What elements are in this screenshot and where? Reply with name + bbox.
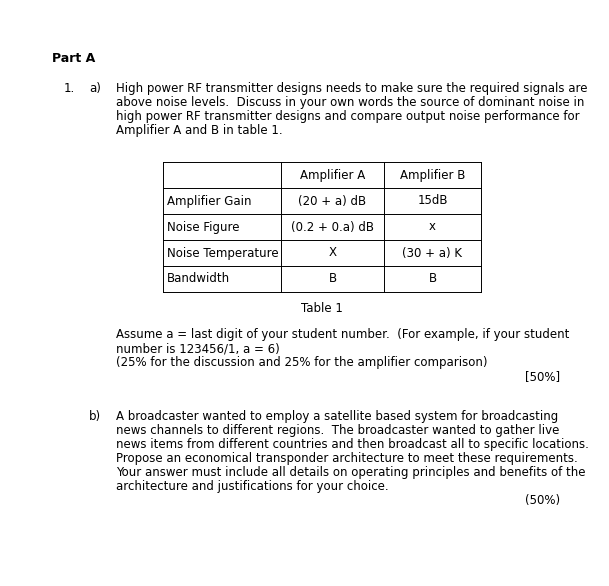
Text: High power RF transmitter designs needs to make sure the required signals are: High power RF transmitter designs needs …	[116, 82, 588, 95]
Text: (20 + a) dB: (20 + a) dB	[298, 195, 367, 207]
Text: x: x	[429, 220, 436, 233]
Text: Bandwidth: Bandwidth	[167, 272, 230, 285]
Text: news items from different countries and then broadcast all to specific locations: news items from different countries and …	[116, 438, 589, 451]
Text: [50%]: [50%]	[525, 370, 560, 383]
Text: news channels to different regions.  The broadcaster wanted to gather live: news channels to different regions. The …	[116, 424, 560, 437]
Text: (30 + a) K: (30 + a) K	[403, 247, 462, 260]
Text: B: B	[328, 272, 337, 285]
Text: architecture and justifications for your choice.: architecture and justifications for your…	[116, 480, 389, 493]
Text: 1.: 1.	[64, 82, 76, 95]
Text: Propose an economical transponder architecture to meet these requirements.: Propose an economical transponder archit…	[116, 452, 578, 465]
Text: Your answer must include all details on operating principles and benefits of the: Your answer must include all details on …	[116, 466, 585, 479]
Text: high power RF transmitter designs and compare output noise performance for: high power RF transmitter designs and co…	[116, 110, 580, 123]
Text: above noise levels.  Discuss in your own words the source of dominant noise in: above noise levels. Discuss in your own …	[116, 96, 585, 109]
Text: (0.2 + 0.a) dB: (0.2 + 0.a) dB	[291, 220, 374, 233]
Text: A broadcaster wanted to employ a satellite based system for broadcasting: A broadcaster wanted to employ a satelli…	[116, 410, 558, 423]
Text: Amplifier A: Amplifier A	[300, 169, 365, 182]
Text: a): a)	[89, 82, 101, 95]
Text: b): b)	[89, 410, 101, 423]
Text: (25% for the discussion and 25% for the amplifier comparison): (25% for the discussion and 25% for the …	[116, 356, 487, 369]
Text: X: X	[328, 247, 337, 260]
Text: Amplifier B: Amplifier B	[400, 169, 465, 182]
Text: B: B	[429, 272, 437, 285]
Text: Amplifier A and B in table 1.: Amplifier A and B in table 1.	[116, 124, 283, 137]
Text: (50%): (50%)	[525, 494, 560, 507]
Text: Assume a = last digit of your student number.  (For example, if your student: Assume a = last digit of your student nu…	[116, 328, 569, 341]
Text: number is 123456/1, a = 6): number is 123456/1, a = 6)	[116, 342, 280, 355]
Text: Table 1: Table 1	[301, 302, 343, 315]
Text: Noise Figure: Noise Figure	[167, 220, 239, 233]
Text: 15dB: 15dB	[417, 195, 448, 207]
Text: Part A: Part A	[52, 52, 95, 65]
Text: Noise Temperature: Noise Temperature	[167, 247, 279, 260]
Text: Amplifier Gain: Amplifier Gain	[167, 195, 252, 207]
